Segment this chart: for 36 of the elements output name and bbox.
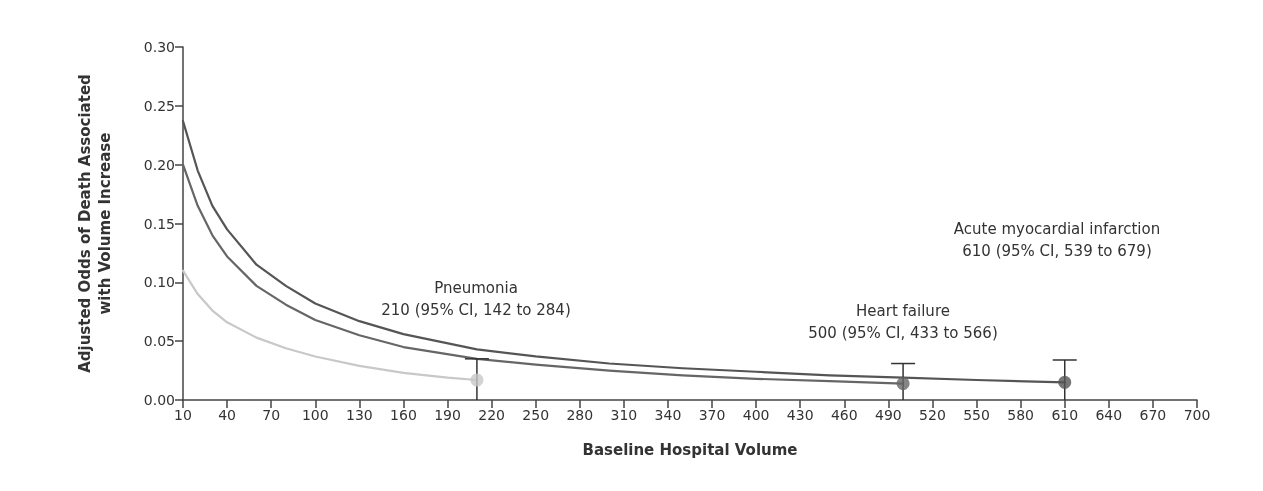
x-tick-label: 580 [1007, 407, 1035, 423]
x-axis-title: Baseline Hospital Volume [582, 440, 798, 459]
x-tick-label: 100 [301, 407, 329, 423]
x-tick-label: 520 [919, 407, 946, 423]
x-tick-label: 370 [698, 407, 726, 423]
x-tick-label: 310 [610, 407, 638, 423]
x-tick-label: 430 [786, 407, 814, 423]
x-tick-label: 130 [345, 407, 373, 423]
x-tick-label: 670 [1139, 407, 1167, 423]
x-tick-label: 190 [434, 407, 461, 423]
y-tick-label: 0.15 [143, 215, 175, 232]
y-tick-label: 0.05 [143, 333, 175, 350]
y-tick-label: 0.10 [143, 274, 175, 291]
x-tick-label: 280 [566, 407, 594, 423]
annotation: Pneumonia 210 (95% CI, 142 to 284) [381, 279, 571, 319]
x-tick-label: 70 [262, 407, 281, 423]
x-tick-label: 490 [875, 407, 902, 423]
annotation: Acute myocardial infarction 610 (95% CI, 539 to 679) [953, 220, 1161, 260]
x-tick-label: 550 [963, 407, 990, 423]
y-tick-label: 0.20 [143, 156, 175, 173]
y-tick-label: 0.25 [143, 97, 175, 114]
x-tick-label: 340 [654, 407, 682, 423]
annotation: Heart failure 500 (95% CI, 433 to 566) [808, 302, 998, 342]
x-tick-label: 250 [522, 407, 550, 423]
x-tick-label: 460 [830, 407, 858, 423]
y-tick-label: 0.30 [143, 39, 175, 55]
x-tick-label: 160 [390, 407, 417, 423]
x-tick-label: 400 [742, 407, 770, 423]
y-tick-label: 0.00 [143, 392, 175, 408]
x-tick-label: 700 [1183, 407, 1211, 423]
y-axis-title: Adjusted Odds of Death Associated with Volume Increase [76, 74, 114, 373]
x-tick-label: 10 [174, 407, 192, 423]
x-tick-label: 220 [478, 407, 505, 423]
x-tick-label: 610 [1051, 407, 1079, 423]
x-tick-label: 40 [218, 407, 236, 423]
x-tick-label: 640 [1095, 407, 1123, 423]
